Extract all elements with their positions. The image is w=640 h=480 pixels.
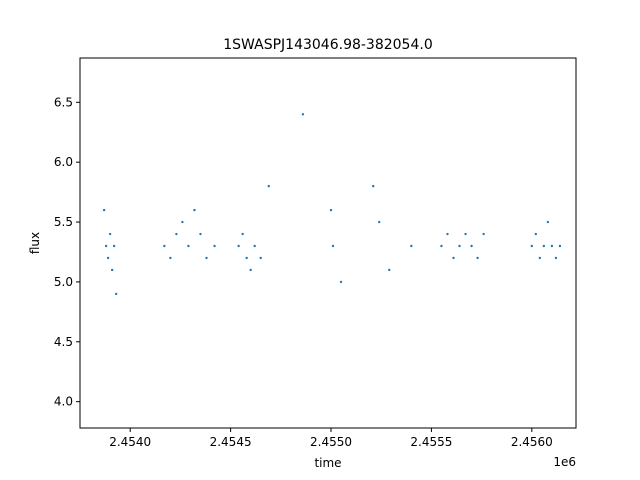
data-point	[253, 244, 256, 248]
y-axis-label: flux	[28, 232, 42, 254]
data-point	[331, 244, 335, 248]
data-point	[169, 256, 172, 260]
data-point	[530, 244, 534, 248]
data-point	[267, 184, 270, 188]
data-point	[329, 208, 333, 212]
y-tick-label: 4.5	[54, 335, 73, 349]
data-point	[534, 232, 538, 236]
data-point	[554, 256, 558, 260]
x-axis-label: time	[314, 456, 341, 470]
y-tick-label: 5.0	[54, 275, 73, 289]
data-point	[241, 232, 244, 236]
data-point	[339, 280, 343, 284]
data-point	[410, 244, 413, 248]
data-points	[102, 113, 562, 296]
data-point	[464, 232, 467, 236]
y-axis: 4.0 4.5 5.0 5.5 6.0 6.5	[54, 95, 80, 409]
x-axis: 2.4540 2.4545 2.4550 2.4555 2.4560	[109, 428, 553, 449]
data-point	[249, 268, 252, 272]
data-point	[106, 256, 110, 260]
data-point	[259, 256, 262, 260]
data-point	[245, 256, 248, 260]
data-point	[205, 256, 208, 260]
data-point	[163, 244, 166, 248]
data-point	[175, 232, 178, 236]
data-point	[213, 244, 216, 248]
data-point	[104, 244, 108, 248]
data-point	[452, 256, 455, 260]
data-point	[470, 244, 473, 248]
x-tick-label: 2.4545	[210, 435, 252, 449]
data-point	[446, 232, 449, 236]
data-point	[237, 244, 240, 248]
x-tick-label: 2.4540	[109, 435, 151, 449]
chart-title: 1SWASPJ143046.98-382054.0	[223, 37, 432, 53]
x-offset-label: 1e6	[553, 455, 576, 469]
data-point	[388, 268, 391, 272]
data-point	[546, 220, 550, 224]
plot-frame	[79, 57, 577, 429]
data-point	[187, 244, 190, 248]
data-point	[550, 244, 554, 248]
data-point	[199, 232, 202, 236]
data-point	[193, 208, 196, 212]
x-tick-label: 2.4560	[511, 435, 553, 449]
data-point	[542, 244, 546, 248]
data-point	[110, 268, 114, 272]
data-point	[476, 256, 479, 260]
y-tick-label: 6.5	[54, 95, 73, 109]
data-point	[114, 292, 118, 296]
data-point	[301, 113, 305, 116]
data-point	[482, 232, 485, 236]
data-point	[538, 256, 542, 260]
data-point	[112, 244, 116, 248]
y-tick-label: 4.0	[54, 395, 73, 409]
data-point	[440, 244, 443, 248]
x-tick-label: 2.4550	[310, 435, 352, 449]
data-point	[371, 184, 375, 188]
data-point	[378, 220, 381, 224]
data-point	[181, 220, 184, 224]
data-point	[102, 208, 106, 212]
data-point	[458, 244, 461, 248]
y-tick-label: 6.0	[54, 155, 73, 169]
data-point	[108, 232, 112, 236]
x-tick-label: 2.4555	[410, 435, 452, 449]
data-point	[558, 244, 562, 248]
y-tick-label: 5.5	[54, 215, 73, 229]
